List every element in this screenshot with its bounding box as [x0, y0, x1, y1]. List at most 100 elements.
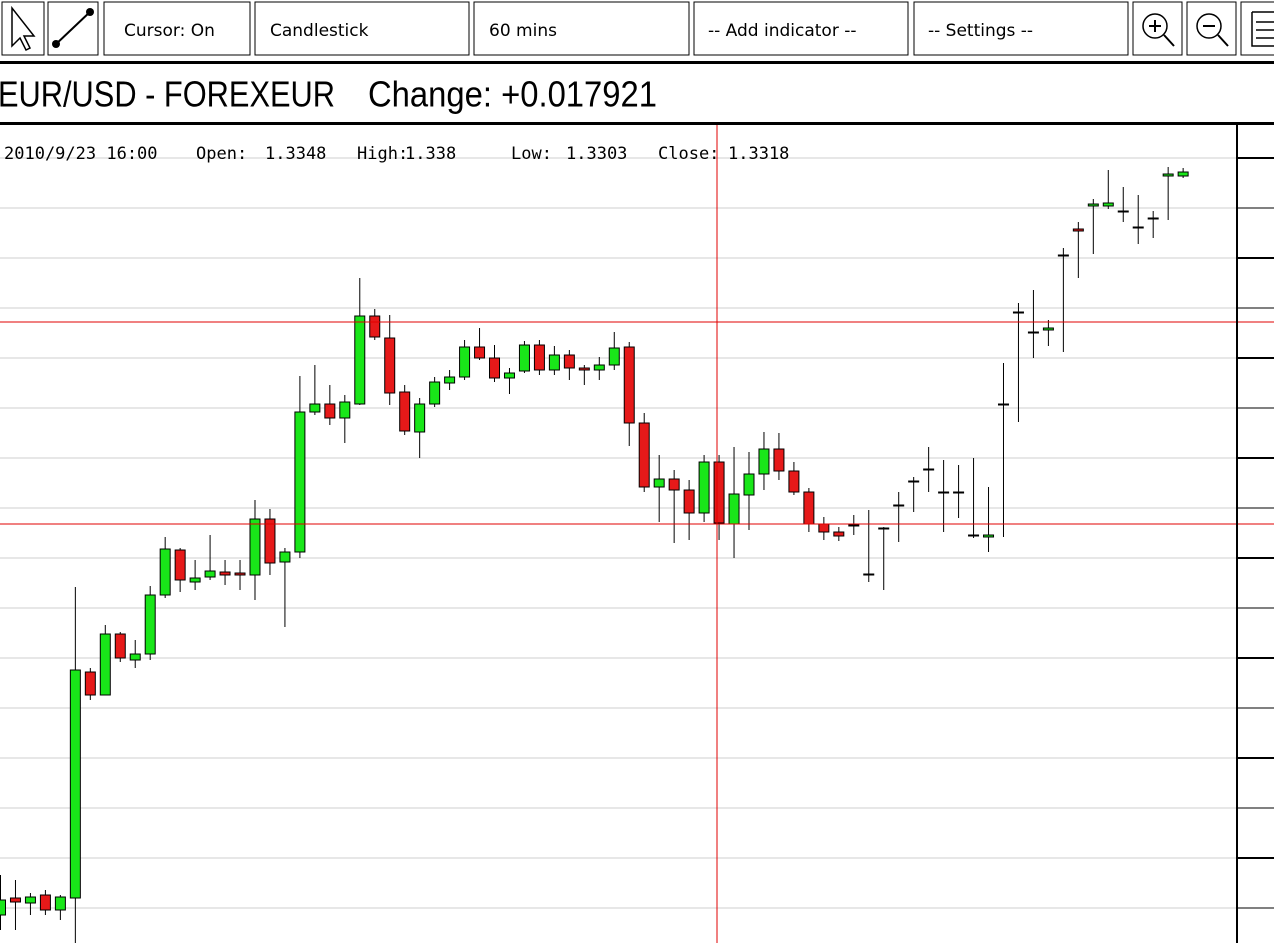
candle-body — [908, 480, 920, 483]
candle-body — [249, 518, 261, 576]
candle-body — [713, 461, 725, 524]
zoom-out-icon — [1196, 13, 1222, 39]
candle-body — [1072, 228, 1084, 232]
candle-body — [1087, 203, 1099, 207]
candle-body — [54, 896, 66, 911]
candles — [0, 167, 1189, 943]
info-value: 1.3348 — [265, 144, 326, 164]
candle-body — [818, 523, 830, 533]
candle-body — [578, 367, 590, 371]
candle-body — [968, 534, 980, 537]
candle-body — [84, 671, 96, 696]
interval-label: 60 mins — [489, 21, 557, 41]
candle-body — [489, 357, 501, 379]
candle-body — [264, 518, 276, 564]
candle-body — [159, 548, 171, 596]
candle-body — [653, 478, 665, 488]
candle-body — [309, 403, 321, 413]
candle-body — [997, 403, 1009, 406]
candle-body — [114, 633, 126, 659]
candle-body — [9, 897, 21, 903]
candle-body — [1147, 217, 1159, 220]
candle-body — [788, 470, 800, 493]
separator — [0, 122, 1274, 125]
candle-body — [803, 491, 815, 525]
info-date: 2010/9/23 16:00 — [4, 144, 158, 164]
candle-body — [668, 478, 680, 491]
candle-body — [773, 448, 785, 472]
pointer-icon — [11, 5, 36, 52]
candle-body — [953, 491, 965, 494]
candle-body — [518, 344, 530, 372]
candle-body — [638, 422, 650, 488]
info-value: 1.3318 — [728, 144, 789, 164]
zoom-out-button[interactable] — [1186, 1, 1237, 56]
candle-body — [189, 577, 201, 583]
candle-body — [893, 504, 905, 507]
candle-body — [938, 491, 950, 494]
candle-body — [324, 403, 336, 419]
candle-body — [474, 346, 486, 359]
chart-type-label: Candlestick — [270, 21, 369, 41]
candle-body — [39, 894, 51, 911]
candle-body — [384, 337, 396, 394]
candle-body — [369, 315, 381, 338]
zoom-in-icon — [1142, 13, 1168, 39]
indicator-select[interactable] — [693, 1, 909, 56]
info-label: Open: — [196, 144, 247, 164]
candle-body — [683, 489, 695, 514]
grid — [0, 157, 1274, 909]
candle-body — [459, 346, 471, 378]
info-label: Close: — [658, 144, 719, 164]
candle-body — [563, 354, 575, 369]
zoom-in-button[interactable] — [1132, 1, 1183, 56]
print-button[interactable] — [1240, 1, 1274, 56]
candle-body — [983, 534, 995, 538]
candle-body — [294, 411, 306, 553]
price-axis — [1236, 125, 1238, 943]
candle-body — [174, 549, 186, 581]
line-icon-dot — [86, 8, 94, 16]
candle-body — [848, 524, 860, 527]
info-bar: 2010/9/23 16:00 Open: 1.3348 High: 1.338… — [4, 144, 789, 164]
info-label: High: — [357, 144, 408, 164]
candle-body — [758, 448, 770, 475]
separator — [0, 61, 1274, 64]
chart-type-select[interactable] — [254, 1, 470, 56]
candle-body — [204, 570, 216, 578]
candle-body — [279, 551, 291, 563]
candle-body — [354, 315, 366, 405]
candle-body — [1042, 327, 1054, 331]
candle-body — [99, 633, 111, 696]
candle-body — [1162, 173, 1174, 177]
indicator-label: -- Add indicator -- — [708, 21, 857, 41]
candle-body — [1177, 171, 1189, 177]
candle-body — [1102, 202, 1114, 207]
candle-body — [623, 346, 635, 424]
candle-body — [593, 364, 605, 371]
candle-body — [698, 461, 710, 514]
info-value: 1.3303 — [566, 144, 627, 164]
interval-select[interactable] — [473, 1, 690, 56]
candle-body — [234, 572, 246, 576]
candle-body — [833, 531, 845, 537]
candle-body — [1012, 311, 1024, 314]
zoom-out-icon — [1203, 25, 1229, 47]
candle-body — [533, 344, 545, 371]
candle-body — [608, 347, 620, 366]
candle-body — [878, 527, 890, 530]
candle-body — [429, 381, 441, 405]
candle-body — [219, 571, 231, 576]
symbol-title: EUR/USD - FOREXEUR — [0, 74, 335, 115]
candle-body — [1027, 331, 1039, 334]
settings-select[interactable] — [913, 1, 1129, 56]
candle-body — [399, 391, 411, 432]
candle-body — [444, 376, 456, 384]
cursor-label: Cursor: On — [124, 21, 215, 41]
candle-body — [1132, 226, 1144, 229]
candle-body — [863, 573, 875, 576]
candle-body — [144, 594, 156, 655]
cursor-button[interactable] — [103, 1, 251, 56]
